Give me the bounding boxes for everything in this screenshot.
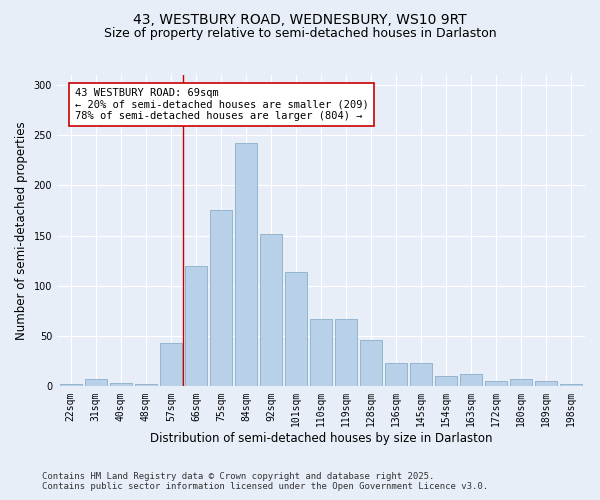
Bar: [260, 234, 282, 386]
Bar: [435, 376, 457, 386]
Bar: [335, 319, 358, 386]
Bar: [185, 266, 207, 386]
Text: 43, WESTBURY ROAD, WEDNESBURY, WS10 9RT: 43, WESTBURY ROAD, WEDNESBURY, WS10 9RT: [133, 12, 467, 26]
Bar: [460, 374, 482, 386]
Bar: [59, 384, 82, 386]
Bar: [535, 382, 557, 386]
Bar: [560, 384, 583, 386]
Bar: [85, 380, 107, 386]
Bar: [310, 319, 332, 386]
X-axis label: Distribution of semi-detached houses by size in Darlaston: Distribution of semi-detached houses by …: [150, 432, 492, 445]
Bar: [360, 340, 382, 386]
Bar: [209, 210, 232, 386]
Bar: [510, 380, 532, 386]
Text: Contains public sector information licensed under the Open Government Licence v3: Contains public sector information licen…: [42, 482, 488, 491]
Bar: [110, 384, 132, 386]
Bar: [385, 363, 407, 386]
Text: Size of property relative to semi-detached houses in Darlaston: Size of property relative to semi-detach…: [104, 28, 496, 40]
Y-axis label: Number of semi-detached properties: Number of semi-detached properties: [15, 122, 28, 340]
Text: 43 WESTBURY ROAD: 69sqm
← 20% of semi-detached houses are smaller (209)
78% of s: 43 WESTBURY ROAD: 69sqm ← 20% of semi-de…: [74, 88, 368, 122]
Bar: [485, 382, 508, 386]
Text: Contains HM Land Registry data © Crown copyright and database right 2025.: Contains HM Land Registry data © Crown c…: [42, 472, 434, 481]
Bar: [410, 363, 433, 386]
Bar: [285, 272, 307, 386]
Bar: [134, 384, 157, 386]
Bar: [235, 144, 257, 386]
Bar: [160, 343, 182, 386]
